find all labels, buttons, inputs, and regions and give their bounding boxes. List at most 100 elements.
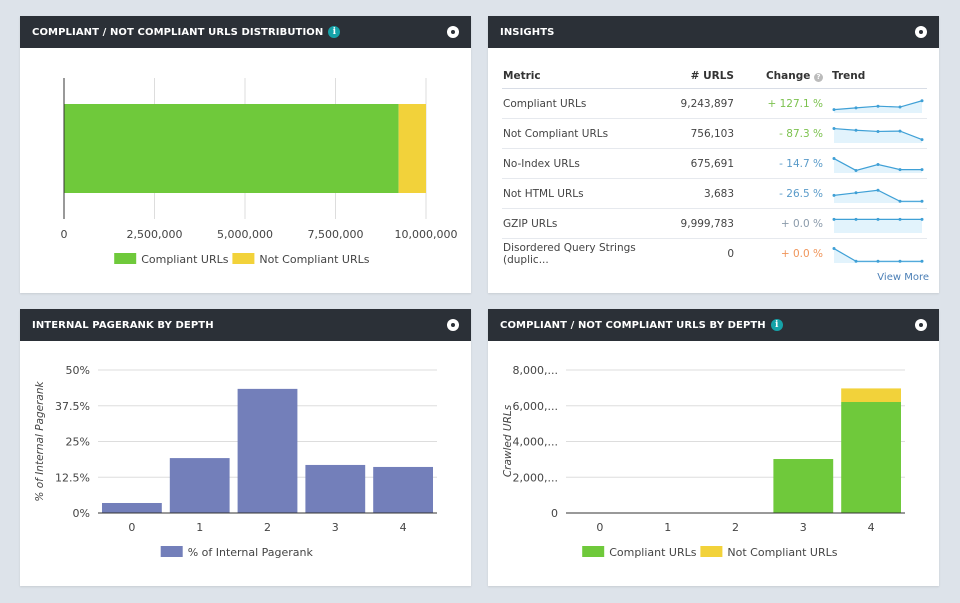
sparkline-point: [898, 167, 902, 171]
change-value: - 26.5 %: [742, 178, 831, 209]
distribution-panel: COMPLIANT / NOT COMPLIANT URLS DISTRIBUT…: [20, 16, 471, 293]
bar-not-compliant: [398, 104, 426, 193]
sparkline-point: [854, 168, 858, 172]
url-count: 3,683: [664, 178, 742, 209]
panel-header: COMPLIANT / NOT COMPLIANT URLS BY DEPTH i: [488, 309, 939, 341]
metric-name: GZIP URLs: [502, 208, 664, 239]
settings-icon[interactable]: [447, 319, 459, 331]
depth-panel: COMPLIANT / NOT COMPLIANT URLS BY DEPTH i…: [488, 309, 939, 586]
bar: [773, 459, 834, 513]
legend-label: Not Compliant URLs: [727, 546, 837, 559]
change-value: + 0.0 %: [780, 247, 823, 260]
panel-title: COMPLIANT / NOT COMPLIANT URLS DISTRIBUT…: [32, 26, 324, 38]
y-tick-label: 4,000,...: [513, 436, 558, 449]
col-change-label: Change: [765, 70, 811, 82]
panel-title: INSIGHTS: [500, 26, 555, 38]
sparkline-point: [898, 105, 902, 109]
sparkline-point: [854, 217, 858, 221]
trend-cell: [831, 239, 927, 269]
view-more-link[interactable]: View More: [877, 272, 929, 283]
settings-icon[interactable]: [447, 26, 459, 38]
info-icon[interactable]: i: [770, 319, 783, 331]
legend-swatch: [114, 253, 137, 264]
settings-icon[interactable]: [915, 26, 927, 38]
y-tick-label: 0%: [73, 507, 90, 520]
trend-cell: [831, 178, 927, 209]
depth-chart: 0 2,000,... 4,000,... 6,000,... 8,000,... 0 1 2…: [502, 364, 905, 559]
sparkline-point: [920, 259, 924, 263]
sparkline-point: [876, 104, 880, 108]
legend-swatch: [232, 253, 255, 264]
x-tick-label: 1: [664, 521, 671, 534]
sparkline-point: [876, 217, 880, 221]
legend-label: Not Compliant URLs: [259, 253, 369, 266]
metric-name: Not Compliant URLs: [502, 118, 664, 149]
table-row[interactable]: Compliant URLs 9,243,897 + 127.1 %: [502, 88, 927, 119]
distribution-chart: 0 2,500,000 5,000,000 7,500,000 10,000,000 Co…: [61, 78, 457, 266]
col-change: Change ?: [742, 64, 831, 89]
sparkline-point: [876, 188, 880, 192]
x-tick-label: 4: [400, 521, 407, 534]
panel-header: INTERNAL PAGERANK BY DEPTH: [20, 309, 471, 341]
help-icon[interactable]: ?: [814, 73, 823, 82]
table-row[interactable]: Disordered Query Strings (duplic... 0 + …: [502, 239, 927, 269]
panel-header: INSIGHTS: [488, 16, 939, 48]
panel-title: COMPLIANT / NOT COMPLIANT URLS BY DEPTH: [500, 319, 766, 331]
sparkline-point: [876, 162, 880, 166]
y-axis-label: Crawled URLs: [502, 404, 514, 477]
table-row[interactable]: Not HTML URLs 3,683 - 26.5 %: [502, 178, 927, 209]
legend-swatch: [160, 546, 183, 557]
table-row[interactable]: Not Compliant URLs 756,103 - 87.3 %: [502, 118, 927, 149]
sparkline-point: [854, 105, 858, 109]
sparkline-point: [920, 167, 924, 171]
sparkline-area: [834, 218, 922, 233]
legend-label: % of Internal Pagerank: [188, 546, 314, 559]
panel-title: INTERNAL PAGERANK BY DEPTH: [32, 319, 214, 331]
sparkline-point: [876, 259, 880, 263]
sparkline-point: [854, 190, 858, 194]
x-tick-label: 0: [128, 521, 135, 534]
sparkline-point: [920, 137, 924, 141]
sparkline-point: [898, 259, 902, 263]
url-count: 9,999,783: [664, 208, 742, 239]
sparkline-point: [832, 193, 836, 197]
y-tick-label: 6,000,...: [513, 400, 558, 413]
bar: [102, 502, 162, 513]
sparkline-point: [832, 107, 836, 111]
legend-swatch: [700, 546, 723, 557]
bar: [841, 388, 901, 402]
metric-name: Disordered Query Strings (duplic...: [503, 241, 636, 266]
trend-cell: [831, 148, 927, 179]
sparkline-point: [898, 129, 902, 133]
legend-label: Compliant URLs: [141, 253, 229, 266]
metric-name: No-Index URLs: [502, 148, 664, 179]
trend-cell: [831, 208, 927, 239]
trend-sparkline: [832, 217, 924, 233]
x-tick-label: 1: [196, 521, 203, 534]
x-tick-label: 2: [264, 521, 271, 534]
table-row[interactable]: GZIP URLs 9,999,783 + 0.0 %: [502, 208, 927, 239]
legend-swatch: [582, 546, 605, 557]
bar: [169, 458, 230, 513]
col-urls: # URLS: [664, 64, 742, 89]
x-tick-label: 7,500,000: [308, 228, 364, 241]
x-tick-label: 3: [800, 521, 807, 534]
change-value: - 14.7 %: [742, 148, 831, 179]
x-tick-label: 2,500,000: [127, 228, 183, 241]
bar: [373, 466, 433, 513]
sparkline-point: [898, 199, 902, 203]
table-row[interactable]: No-Index URLs 675,691 - 14.7 %: [502, 148, 927, 179]
pagerank-chart: 0% 12.5% 25% 37.5% 50% 0 1 2 3 4 % of Internal Pag…: [34, 364, 437, 559]
trend-cell: [831, 118, 927, 149]
y-tick-label: 8,000,...: [513, 364, 558, 377]
x-tick-label: 2: [732, 521, 739, 534]
bar: [841, 401, 901, 513]
y-tick-label: 2,000,...: [513, 471, 558, 484]
trend-sparkline: [832, 188, 924, 203]
info-icon[interactable]: i: [328, 26, 341, 38]
y-tick-label: 0: [551, 507, 558, 520]
trend-sparkline: [832, 246, 924, 263]
settings-icon[interactable]: [915, 319, 927, 331]
bar: [237, 388, 298, 513]
metric-name: Compliant URLs: [502, 88, 664, 119]
